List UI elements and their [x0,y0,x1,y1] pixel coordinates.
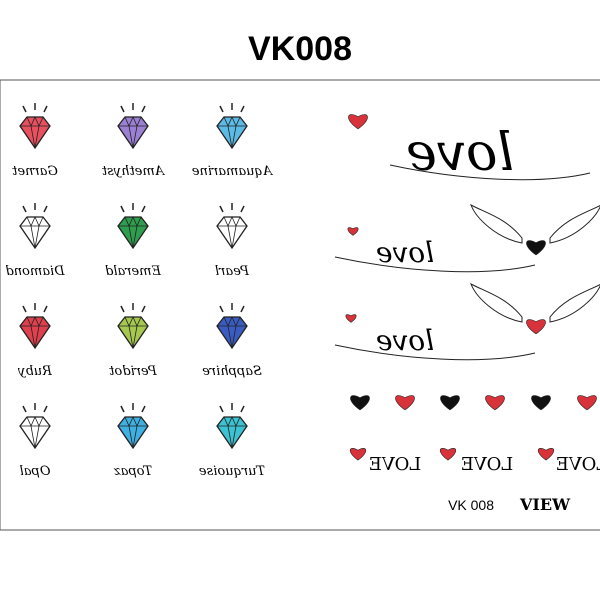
gem [216,316,248,350]
wing [470,203,523,244]
gem-facets [217,116,247,149]
gem [117,316,149,350]
gem-ray [43,205,48,213]
flourish [334,256,536,273]
gem-label: Amethyst [101,164,165,179]
gem-ray [240,205,245,213]
heart [347,227,359,236]
gem [117,416,149,450]
gem [117,216,149,250]
footer-brand: VIEW [519,495,571,514]
gem [117,116,149,150]
gem-ray [141,305,146,313]
gem-label: Ruby [17,364,52,379]
gem-ray [240,305,245,313]
flourish [389,164,591,181]
caps-word: LOVE [369,454,422,475]
gem-ray [120,405,125,413]
gem-ray [120,305,125,313]
gem-ray [141,105,146,113]
gem-facets [217,316,247,349]
gem-ray [219,105,224,113]
gem-facets [118,316,148,349]
script-word: love [376,236,434,269]
gem [216,216,248,250]
gem [19,316,51,350]
gem-ray [141,205,146,213]
gem-facets [217,416,247,449]
heart [395,395,415,411]
gem [216,416,248,450]
heart [526,240,546,256]
gem-ray [22,405,27,413]
gem [19,216,51,250]
flourish [334,344,536,361]
heart [440,395,460,411]
gem-ray [43,305,48,313]
wing [549,283,600,323]
wing [470,282,523,323]
gem-label: Diamond [5,264,65,279]
gem-ray [43,405,48,413]
gem-ray [43,105,48,113]
heart [350,395,370,411]
gem-label: Pearl [215,264,250,279]
gem-ray [240,105,245,113]
wing [549,204,600,244]
heart [485,395,505,411]
gem-facets [118,116,148,149]
gem-label: Garnet [11,164,57,179]
script-word: love [376,324,434,357]
script-word: love [406,123,514,183]
heart [439,448,457,461]
gem-ray [22,105,27,113]
footer-code: VK 008 [448,497,494,513]
gem-label: Opal [20,464,51,479]
heart [348,114,368,130]
gem-label: Aquamarine [192,164,274,179]
gem-ray [219,205,224,213]
gem-ray [219,405,224,413]
gem [19,116,51,150]
gem-ray [141,405,146,413]
heart [349,448,367,461]
gem-label: Sapphire [202,364,262,379]
gem-ray [22,205,27,213]
gem-facets [118,216,148,249]
gem-facets [20,316,50,349]
heart [577,395,597,411]
heart [345,314,357,323]
gem-label: Emerald [105,264,162,279]
gem-label: Turquoise [199,464,266,479]
gem-facets [20,216,50,249]
gem-facets [20,416,50,449]
gem [216,116,248,150]
gem-ray [120,205,125,213]
gem-ray [22,305,27,313]
gem-facets [20,116,50,149]
gem-label: Peridot [108,364,157,379]
gem-ray [240,405,245,413]
gem-ray [219,305,224,313]
caps-word: LOVE [556,454,600,475]
heart [526,319,546,335]
gem-ray [120,105,125,113]
title: VK008 [248,30,352,68]
heart [537,448,555,461]
gem [19,416,51,450]
gem-label: Topaz [114,464,153,479]
heart [531,395,551,411]
gem-facets [217,216,247,249]
caps-word: LOVE [461,454,514,475]
gem-facets [118,416,148,449]
